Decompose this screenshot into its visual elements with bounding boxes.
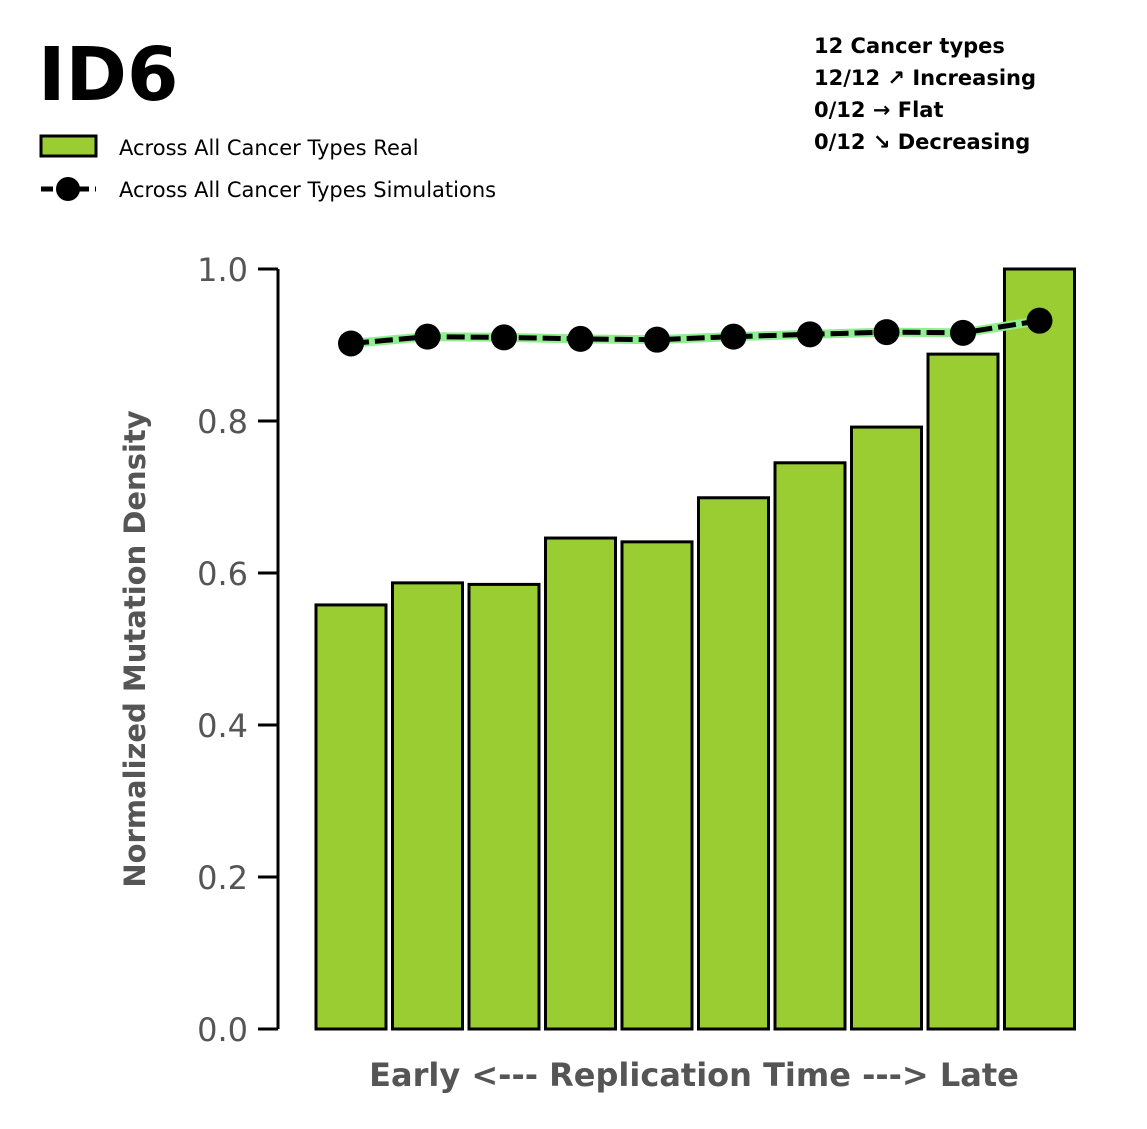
legend-swatch-real [39,134,98,158]
annotation-line-2: 12/12 ↗ Increasing [814,66,1036,90]
simulation-point [338,330,364,357]
annotation-line-3: 0/12 → Flat [814,98,943,122]
trend-annotation: 12 Cancer types 12/12 ↗ Increasing 0/12 … [814,34,1036,154]
y-tick-label: 0.8 [197,403,248,441]
x-axis-label: Early <--- Replication Time ---> Late [369,1056,1019,1094]
bar-real [850,425,923,1031]
y-tick-label: 0.2 [197,859,248,897]
chart-title: ID6 [38,32,178,118]
bars [314,267,1076,1031]
simulation-point [1026,307,1053,334]
simulation-point [644,326,670,353]
bar-real [391,581,464,1031]
simulation-point [720,323,747,350]
y-axis-ticks: 0.0 0.2 0.4 0.6 0.8 1.0 [197,251,278,1049]
y-tick-label: 0.6 [197,555,248,593]
legend-label-real: Across All Cancer Types Real [119,136,419,160]
y-tick-label: 1.0 [197,251,248,289]
legend: Across All Cancer Types Real Across All … [39,134,496,202]
bar-real [773,461,847,1031]
simulation-point [567,325,594,352]
y-axis-label: Normalized Mutation Density [118,410,152,887]
simulation-point [414,323,441,350]
simulation-point [797,321,823,348]
bar-real [314,603,388,1031]
bar-real [697,496,770,1031]
legend-label-simulations: Across All Cancer Types Simulations [119,178,496,202]
y-tick-label: 0.0 [197,1011,248,1049]
bar-real [544,536,617,1031]
simulation-point [950,319,976,346]
annotation-line-4: 0/12 ↘ Decreasing [814,130,1030,154]
simulation-line [350,318,1040,346]
y-tick-label: 0.4 [197,707,248,745]
annotation-line-1: 12 Cancer types [814,34,1005,58]
bar-real [620,540,694,1031]
simulation-point [491,324,517,351]
bar-real [926,352,1000,1031]
legend-marker-simulations [56,177,80,201]
bar-real [467,582,541,1031]
simulation-point [873,319,900,346]
bar-real [1003,267,1076,1031]
simulation-series [338,307,1053,357]
